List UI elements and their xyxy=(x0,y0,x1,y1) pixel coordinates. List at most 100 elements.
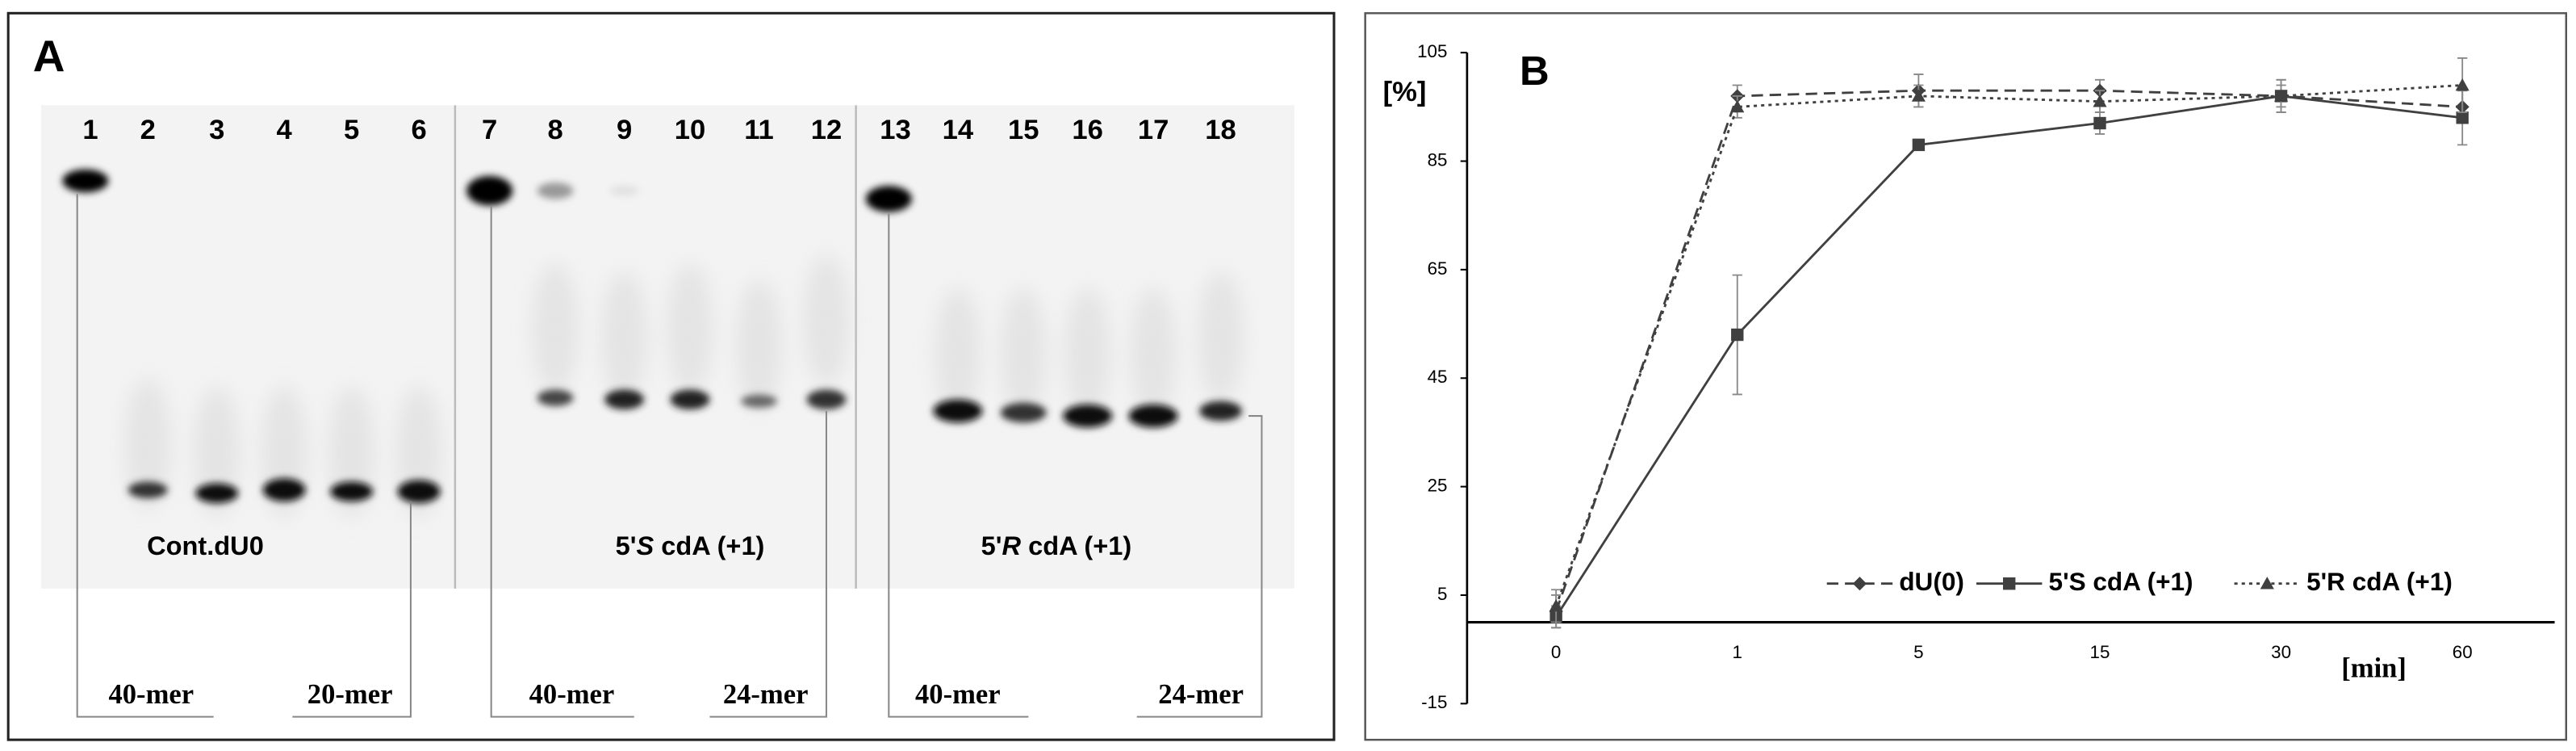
lane-number: 3 xyxy=(209,115,224,145)
gel-band xyxy=(466,175,513,206)
series-line xyxy=(1554,89,2463,612)
size-bracket xyxy=(490,205,634,718)
lane-number: 9 xyxy=(617,115,632,145)
lane-number: 1 xyxy=(82,115,98,145)
gel-band xyxy=(330,481,374,501)
marker xyxy=(2093,116,2106,130)
gel-smear xyxy=(935,287,981,420)
lane-number: 4 xyxy=(277,115,293,145)
gel-band xyxy=(1000,402,1047,423)
gel-smear xyxy=(532,262,579,395)
marker xyxy=(1912,138,1926,152)
sample-label-part: Cont.dU0 xyxy=(147,531,264,560)
marker xyxy=(2093,94,2107,107)
x-tick-label: 1 xyxy=(1733,642,1742,662)
panel-label: A xyxy=(33,31,65,81)
size-bracket xyxy=(709,410,827,718)
lane-number: 13 xyxy=(880,115,910,145)
gel-smear xyxy=(667,262,713,395)
y-tick-label: 65 xyxy=(1428,258,1448,279)
size-bracket xyxy=(292,501,412,718)
y-tick-label: 5 xyxy=(1437,584,1447,604)
gel-smear xyxy=(601,271,648,403)
lane-number: 7 xyxy=(482,115,497,145)
gel-band xyxy=(670,389,710,409)
marker xyxy=(2002,577,2016,590)
gel-band xyxy=(195,483,239,503)
x-tick-label: 60 xyxy=(2453,642,2473,662)
gel-smear xyxy=(736,279,782,411)
sample-label-part: S xyxy=(636,531,654,560)
lane-number: 5 xyxy=(344,115,359,145)
size-marker: 24-mer xyxy=(723,679,809,710)
gel-band xyxy=(262,478,306,501)
panel-label: B xyxy=(1520,48,1549,94)
size-marker: 40-mer xyxy=(915,679,1001,710)
lane-number: 14 xyxy=(943,115,974,145)
y-tick-label: 45 xyxy=(1428,367,1448,387)
y-axis-label: [%] xyxy=(1383,77,1427,107)
gel-smear xyxy=(803,254,850,387)
size-bracket xyxy=(1136,415,1263,718)
lane-number: 16 xyxy=(1072,115,1102,145)
gel-smear xyxy=(124,378,171,510)
gel-band xyxy=(604,389,644,409)
gel-band xyxy=(62,169,109,193)
legend-label: dU(0) xyxy=(1899,567,1964,596)
lane-number: 6 xyxy=(411,115,426,145)
x-tick-label: 0 xyxy=(1551,642,1561,662)
y-tick-label: 105 xyxy=(1417,41,1447,61)
gel-band xyxy=(537,183,574,199)
y-tick-label: 85 xyxy=(1428,149,1448,170)
gel-band xyxy=(933,399,983,423)
gel-band xyxy=(1128,404,1178,428)
y-tick-label: 25 xyxy=(1428,476,1448,496)
sample-label-part: cdA (+1) xyxy=(1021,531,1131,560)
gel-band xyxy=(128,481,168,498)
panel-b-frame xyxy=(1364,12,2568,741)
lane-number: 18 xyxy=(1205,115,1236,145)
size-bracket xyxy=(76,194,214,718)
sample-label-part: 5' xyxy=(616,531,637,560)
gel-smear xyxy=(1064,287,1111,420)
size-marker: 40-mer xyxy=(108,679,194,710)
legend-label: 5'R cdA (+1) xyxy=(2306,567,2453,596)
gel-band xyxy=(865,186,912,212)
series-line xyxy=(1554,94,2463,618)
gel-smear xyxy=(1198,271,1244,403)
marker xyxy=(2274,89,2289,102)
sample-label: 5'R cdA (+1) xyxy=(981,531,1132,560)
marker xyxy=(2456,111,2469,124)
gel-band xyxy=(1199,401,1242,422)
marker xyxy=(1852,577,1867,591)
x-tick-label: 15 xyxy=(2090,642,2110,662)
gel-band xyxy=(397,480,441,503)
lane-number: 11 xyxy=(744,115,774,145)
marker xyxy=(2260,577,2274,589)
gel-band xyxy=(741,394,777,408)
x-tick-label: 30 xyxy=(2271,642,2291,662)
marker xyxy=(1730,99,1745,113)
marker xyxy=(2455,78,2469,91)
gel-band xyxy=(806,389,847,409)
sample-label: 5'S cdA (+1) xyxy=(616,531,765,560)
lane-number: 15 xyxy=(1008,115,1039,145)
size-bracket xyxy=(888,213,1029,718)
legend-label: 5'S cdA (+1) xyxy=(2049,567,2193,596)
lane-number: 8 xyxy=(547,115,562,145)
y-tick-label: -15 xyxy=(1421,692,1447,712)
gel-band xyxy=(1063,404,1113,428)
marker xyxy=(1911,89,1926,102)
lane-number: 12 xyxy=(811,115,842,145)
gel-band xyxy=(609,186,639,196)
lane-number: 17 xyxy=(1138,115,1169,145)
gel-smear xyxy=(1000,287,1047,420)
size-marker: 24-mer xyxy=(1158,679,1244,710)
size-marker: 40-mer xyxy=(529,679,615,710)
gel-smear xyxy=(1130,287,1177,420)
marker xyxy=(1549,598,1563,612)
